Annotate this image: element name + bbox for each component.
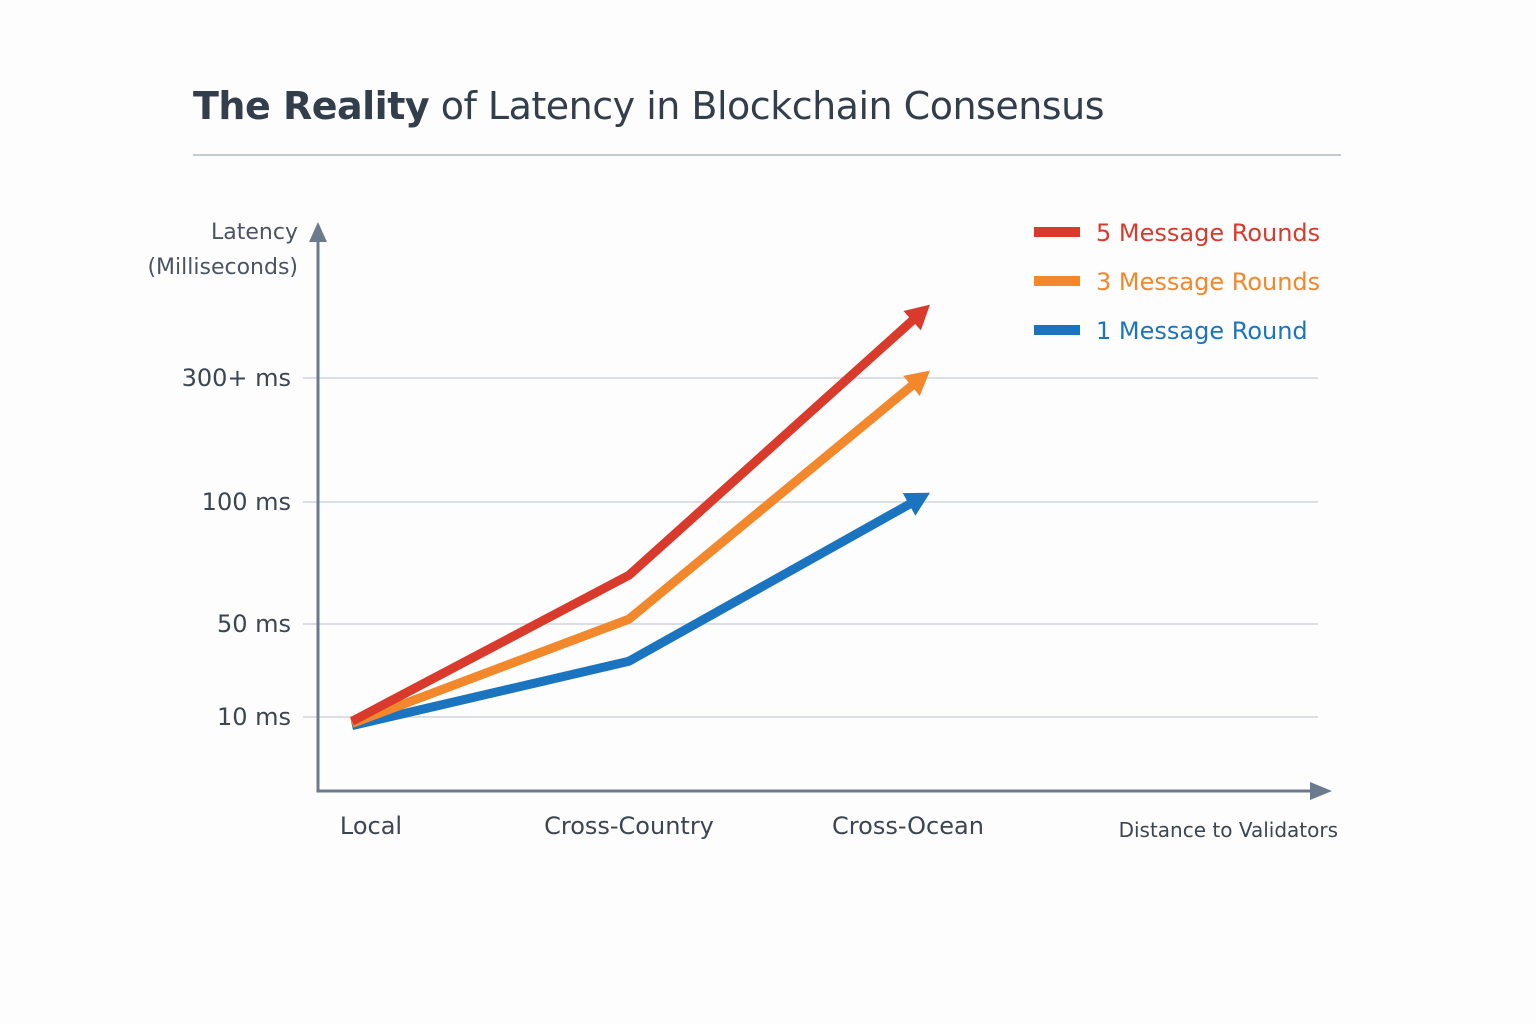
y-tick-label: 100 ms: [202, 488, 291, 516]
y-tick-labels: 10 ms 50 ms 100 ms 300+ ms: [182, 364, 291, 731]
y-tick-label: 50 ms: [217, 610, 291, 638]
x-axis-label: Distance to Validators: [1119, 818, 1338, 842]
x-tick-labels: Local Cross-Country Cross-Ocean Distance to…: [340, 812, 1338, 842]
x-tick-label: Cross-Ocean: [832, 812, 984, 840]
legend-swatch: [1034, 325, 1080, 335]
legend-item: 5 Message Rounds: [1034, 219, 1320, 247]
chart-title-bold: The Reality: [193, 84, 430, 128]
y-axis-label-line1: Latency: [211, 220, 298, 245]
gridlines: [303, 377, 1318, 718]
x-tick-label: Local: [340, 812, 402, 840]
legend-item: 1 Message Round: [1034, 317, 1308, 345]
series-arrowhead-icon: [902, 492, 930, 516]
x-axis-arrow-icon: [1310, 782, 1332, 800]
axes: [309, 222, 1332, 800]
title-divider: [193, 154, 1341, 156]
legend-swatch: [1034, 227, 1080, 237]
legend-label: 3 Message Rounds: [1096, 268, 1320, 296]
y-axis-label: Latency (Milliseconds): [120, 215, 298, 285]
legend-label: 5 Message Rounds: [1096, 219, 1320, 247]
y-axis-label-line2: (Milliseconds): [147, 255, 298, 280]
legend-label: 1 Message Round: [1096, 317, 1308, 345]
legend-swatch: [1034, 276, 1080, 286]
y-tick-label: 300+ ms: [182, 364, 291, 392]
legend: 5 Message Rounds 3 Message Rounds 1 Messag…: [1034, 219, 1320, 345]
legend-item: 3 Message Rounds: [1034, 268, 1320, 296]
y-tick-label: 10 ms: [217, 703, 291, 731]
y-axis-arrow-icon: [309, 222, 327, 242]
series-lines: [349, 304, 931, 730]
series-arrowhead-icon: [903, 370, 930, 396]
x-tick-label: Cross-Country: [544, 812, 714, 840]
chart-title-rest: of Latency in Blockchain Consensus: [429, 84, 1105, 128]
chart-title: The Reality of Latency in Blockchain Con…: [193, 84, 1104, 128]
series-arrowhead-icon: [903, 304, 930, 331]
